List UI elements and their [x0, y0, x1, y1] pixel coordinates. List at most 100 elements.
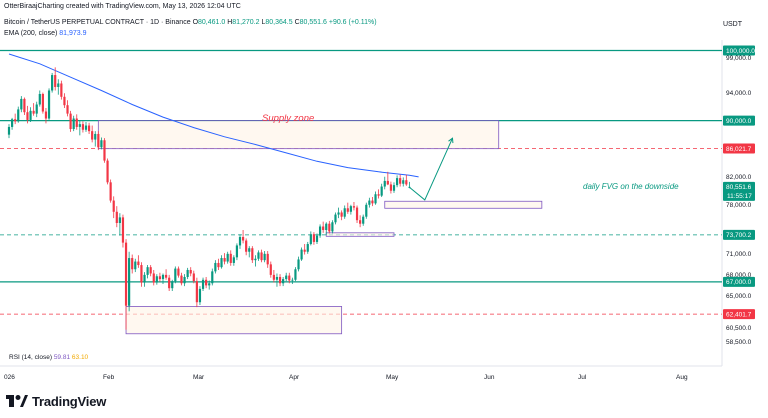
currency-label[interactable]: USDT [722, 21, 742, 28]
candle-6 [26, 105, 29, 124]
candle-125 [392, 182, 396, 193]
candle-body [201, 279, 205, 289]
candle-body [334, 214, 337, 223]
level-badge-5 [723, 309, 755, 320]
candle-body [106, 160, 109, 183]
candle-86 [272, 269, 275, 283]
tradingview-logo[interactable]: TradingView [6, 393, 106, 409]
candle-body [254, 258, 257, 261]
candle-13 [47, 88, 51, 120]
candle-32 [106, 158, 109, 185]
rsi-legend[interactable]: RSI (14, close) 59.81 63.10 [9, 354, 88, 361]
candle-body [318, 226, 322, 236]
zone-box-1 [384, 200, 543, 209]
price-axis[interactable]: 99,000.0 94,000.0 82,000.0 78,000.0 71,000.0… [726, 55, 752, 346]
candle-112 [352, 201, 356, 211]
candle-body [352, 206, 356, 208]
candle-body [94, 133, 97, 140]
candle-body [343, 208, 346, 217]
candle-body [118, 217, 121, 223]
candle-97 [306, 241, 309, 254]
candle-body [192, 273, 195, 282]
candle-body [389, 184, 393, 191]
candle-80 [254, 255, 257, 267]
low-label: L [261, 19, 266, 26]
candle-43 [140, 262, 143, 287]
candle-55 [177, 266, 180, 278]
candle-127 [399, 174, 402, 187]
candle-body [226, 253, 229, 262]
y-tick-label-10: 65,000.0 [726, 293, 752, 300]
candle-39 [128, 251, 131, 312]
y-tick-label-12: 60,500.0 [726, 325, 752, 332]
y-tick-label-5: 78,000.0 [726, 202, 752, 209]
candle-82 [260, 249, 263, 263]
candle-body [91, 131, 94, 140]
candle-51 [164, 269, 168, 280]
level-badge-label-3: 73,700.2 [726, 232, 752, 239]
candle-body [78, 124, 81, 127]
candle-body [303, 249, 306, 252]
candle-body [149, 267, 152, 274]
y-tick-label-7: 71,000.0 [726, 251, 752, 258]
candle-body [359, 220, 362, 224]
x-tick-label-4: May [386, 374, 399, 381]
candle-body [386, 180, 389, 185]
candle-10 [38, 90, 41, 107]
level-badge-label-4: 67,000.0 [726, 279, 752, 286]
candle-body [266, 253, 269, 265]
low-value: 80,364.5 [265, 19, 293, 26]
candle-body [306, 244, 309, 252]
candle-18 [63, 93, 66, 109]
candle-72 [229, 250, 232, 266]
candle-body [288, 275, 291, 281]
candle-body [29, 110, 32, 120]
candle-47 [152, 269, 155, 286]
candle-96 [303, 244, 306, 255]
candle-61 [195, 277, 198, 308]
candle-107 [337, 207, 340, 219]
candle-body [63, 96, 66, 106]
x-tick-label-1: Feb [103, 374, 115, 381]
candle-16 [57, 79, 60, 95]
candle-body [177, 268, 180, 276]
candle-body [297, 259, 300, 270]
open-label: O [192, 19, 199, 26]
level-badge-label-5: 62,401.7 [726, 311, 752, 318]
candle-87 [275, 273, 279, 287]
tradingview-logo-icon [6, 395, 28, 407]
candle-128 [402, 177, 405, 187]
candle-68 [217, 258, 220, 270]
candle-22 [75, 114, 78, 130]
candle-body [164, 274, 168, 278]
candle-body [235, 245, 239, 258]
symbol-title[interactable]: Bitcoin / TetherUS PERPETUAL CONTRACT · … [4, 19, 191, 26]
candle-106 [334, 212, 337, 225]
candle-17 [60, 80, 63, 100]
candle-body [272, 274, 275, 280]
candle-body [205, 279, 208, 286]
candle-14 [51, 72, 54, 93]
candle-105 [331, 220, 334, 234]
candle-body [115, 211, 118, 223]
candle-37 [121, 214, 125, 248]
candle-body [395, 178, 399, 186]
candle-89 [282, 276, 285, 287]
time-axis[interactable]: 026 Feb Mar Apr May Jun Jul Aug [4, 374, 688, 381]
candle-28 [94, 131, 97, 147]
projection-arrowhead [448, 137, 454, 144]
ema-polyline [8, 53, 419, 178]
candle-11 [41, 92, 44, 114]
candle-body [146, 267, 149, 275]
high-value: 81,270.2 [232, 19, 260, 26]
ema-legend[interactable]: EMA (200, close) 81,973.9 [4, 30, 87, 37]
x-tick-label-2: Mar [193, 374, 205, 381]
candle-body [47, 90, 51, 119]
candle-body [41, 93, 44, 112]
candle-56 [180, 272, 183, 286]
candle-body [84, 125, 88, 130]
candle-54 [174, 266, 177, 284]
candle-36 [118, 213, 121, 236]
candle-body [245, 240, 248, 252]
